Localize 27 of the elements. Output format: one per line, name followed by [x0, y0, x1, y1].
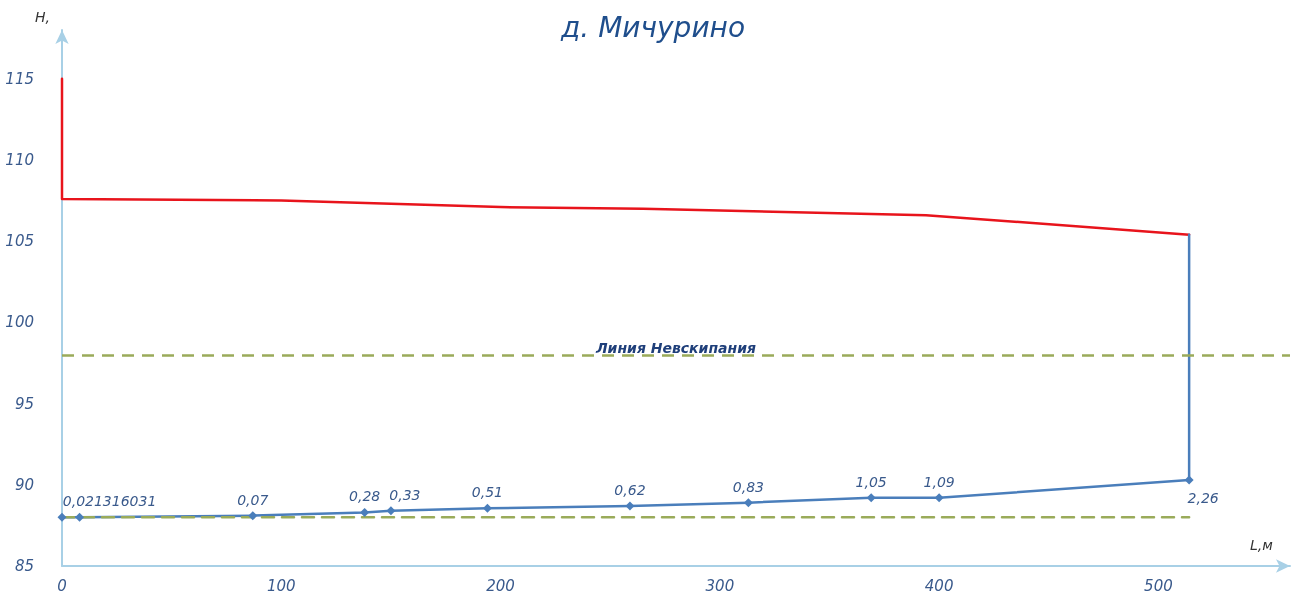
- y-tick-label: 90: [14, 475, 34, 494]
- y-tick-label: 115: [5, 69, 34, 88]
- y-tick-label: 110: [5, 150, 34, 169]
- annotation: 0,51: [471, 484, 503, 501]
- annotation: 2,26: [1187, 489, 1219, 506]
- chart-title: д. Мичурино: [559, 10, 746, 44]
- annotation: 0,021316031: [62, 493, 157, 510]
- annotation: 0,28: [349, 488, 381, 505]
- x-tick-label: 300: [705, 576, 735, 595]
- x-tick-label: 100: [266, 576, 296, 595]
- annotation: 1,05: [855, 473, 887, 490]
- x-tick-label: 500: [1144, 576, 1173, 595]
- x-tick-label: 0: [57, 576, 67, 595]
- y-tick-label: 105: [5, 232, 34, 251]
- annotation: 0,33: [389, 486, 421, 503]
- x-axis-title: L,м: [1250, 537, 1274, 553]
- x-tick-label: 200: [486, 576, 515, 595]
- annotation: 0,07: [237, 491, 269, 508]
- y-tick-label: 95: [14, 394, 34, 413]
- x-tick-label: 400: [924, 576, 954, 595]
- annotation: 0,62: [614, 481, 646, 498]
- ref-line-label: Линия Невскипания: [594, 339, 757, 356]
- y-tick-label: 85: [14, 557, 34, 575]
- y-tick-label: 100: [5, 313, 34, 332]
- annotation: 1,09: [923, 473, 955, 490]
- y-axis-title: H,: [35, 9, 50, 25]
- annotation: 0,83: [732, 478, 764, 495]
